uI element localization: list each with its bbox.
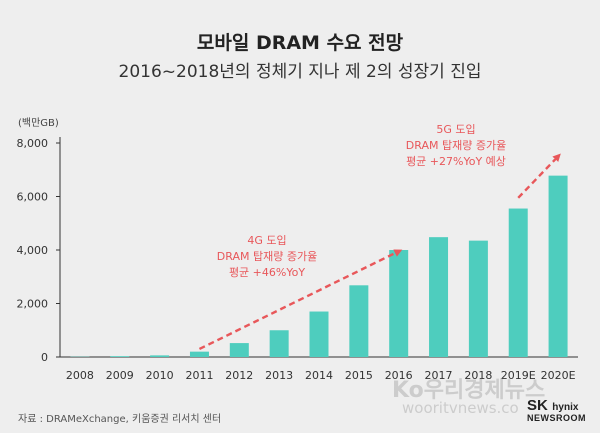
annotation-text: DRAM 탑재량 증가율: [406, 139, 506, 152]
chart-subtitle: 2016~2018년의 정체기 지나 제 2의 성장기 진입: [118, 62, 482, 82]
logo-hynix: hynix: [552, 402, 579, 413]
bar: [269, 330, 289, 357]
bar: [508, 208, 528, 357]
bar: [468, 240, 488, 357]
x-tick-label: 2012: [225, 369, 253, 382]
logo-newsroom: NEWSROOM: [527, 413, 586, 423]
y-tick-label: 8,000: [17, 137, 49, 150]
annotation-text: 평균 +46%YoY: [229, 266, 305, 279]
bar: [429, 237, 449, 357]
source-note: 자료 : DRAMeXchange, 키움증권 리서치 센터: [18, 414, 222, 425]
annotation-text: 평균 +27%YoY 예상: [406, 155, 506, 168]
x-tick-label: 2016: [385, 369, 413, 382]
annotation-text: 5G 도입: [436, 123, 475, 136]
chart-title: 모바일 DRAM 수요 전망: [196, 32, 404, 54]
annotation-text: 4G 도입: [247, 234, 286, 247]
y-tick-label: 4,000: [17, 244, 49, 257]
x-tick-label: 2011: [185, 369, 213, 382]
x-tick-label: 2014: [305, 369, 333, 382]
x-tick-label: 2015: [345, 369, 373, 382]
bar: [349, 285, 369, 357]
logo-sk: SK: [527, 397, 548, 414]
bar: [389, 250, 409, 357]
x-tick-label: 2020E: [541, 369, 576, 382]
bar: [150, 355, 170, 357]
y-tick-label: 0: [41, 351, 48, 364]
bar: [229, 343, 249, 357]
x-tick-label: 2013: [265, 369, 293, 382]
sk-hynix-logo: SK hynix NEWSROOM: [527, 397, 586, 423]
bar: [110, 356, 130, 357]
x-tick-label: 2017: [425, 369, 453, 382]
annotation-text: DRAM 탑재량 증가율: [217, 250, 317, 263]
y-tick-label: 6,000: [17, 191, 49, 204]
x-tick-label: 2009: [106, 369, 134, 382]
bar: [189, 351, 209, 357]
watermark-url: wooritvnews.co: [402, 399, 519, 417]
bar: [309, 311, 329, 357]
x-tick-label: 2008: [66, 369, 94, 382]
x-tick-label: 2019E: [501, 369, 536, 382]
y-axis-unit-label: (백만GB): [18, 117, 59, 129]
x-tick-label: 2010: [146, 369, 174, 382]
watermark-text: Ko우리경제뉴스: [392, 378, 546, 403]
trend-arrow: [198, 249, 403, 351]
y-tick-label: 2,000: [17, 298, 49, 311]
x-tick-label: 2018: [464, 369, 492, 382]
bar: [548, 175, 568, 357]
